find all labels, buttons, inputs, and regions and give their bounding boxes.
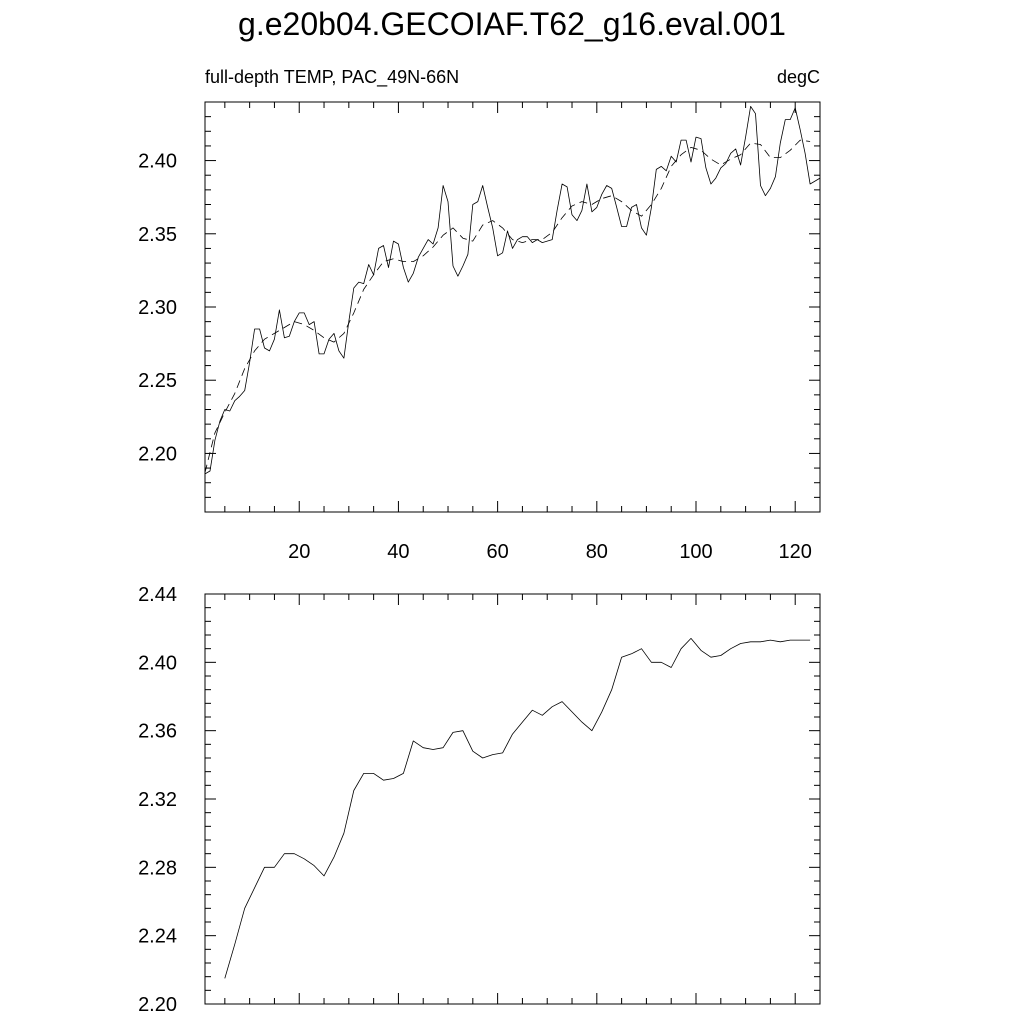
y-tick-label: 2.20 — [138, 994, 177, 1016]
x-tick-label: 40 — [387, 541, 409, 563]
x-tick-label: 80 — [586, 541, 608, 563]
y-tick-label: 2.40 — [138, 652, 177, 674]
subtitle-right: degC — [777, 67, 820, 87]
series-line-dashed — [204, 139, 811, 473]
y-tick-label: 2.25 — [138, 370, 177, 392]
subtitle-left: full-depth TEMP, PAC_49N-66N — [205, 67, 459, 88]
y-tick-label: 2.28 — [138, 857, 177, 879]
series-line-solid — [224, 638, 811, 979]
chart-panel-1: 20 40 60 80 100 120 2.20 2.25 2.30 2.35 2.40 full-d… — [138, 67, 821, 563]
x-tick-label: 120 — [779, 541, 812, 563]
y-tick-label: 2.44 — [138, 584, 177, 606]
x-tick-label: 100 — [679, 541, 712, 563]
series-line-solid — [204, 106, 821, 475]
y-tick-label: 2.32 — [138, 789, 177, 811]
x-tick-label: 60 — [486, 541, 508, 563]
x-tick-label: 20 — [288, 541, 310, 563]
chart-panel-2: 2.20 2.24 2.28 2.32 2.36 2.40 2.44 — [138, 584, 821, 1016]
y-tick-label: 2.36 — [138, 721, 177, 743]
chart-title: g.e20b04.GECOIAF.T62_g16.eval.001 — [238, 6, 786, 42]
y-tick-label: 2.40 — [138, 151, 177, 173]
y-tick-label: 2.20 — [138, 443, 177, 465]
y-tick-label: 2.24 — [138, 926, 177, 948]
y-tick-label: 2.35 — [138, 224, 177, 246]
y-tick-label: 2.30 — [138, 297, 177, 319]
plot-frame — [204, 101, 821, 513]
plot-frame — [204, 593, 821, 1005]
